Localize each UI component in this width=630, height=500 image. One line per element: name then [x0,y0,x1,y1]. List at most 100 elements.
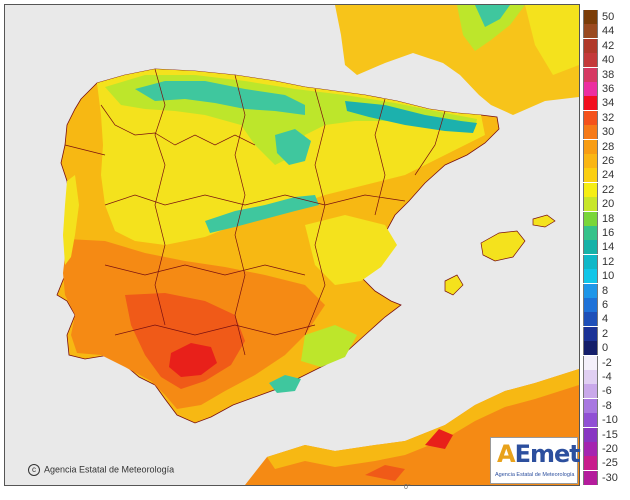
legend-swatch [583,427,598,442]
legend-swatch [583,341,598,356]
legend-swatch [583,384,598,399]
legend-item: -15 [582,427,630,442]
legend-swatch [583,470,598,485]
legend-swatch [583,442,598,456]
legend-item: 32 [582,110,630,125]
legend-item: 50 [582,10,630,24]
legend-label: -10 [602,414,618,427]
legend-swatch [583,67,598,82]
legend-swatch [583,312,598,327]
region-borders [64,68,446,356]
legend-item: -2 [582,355,630,370]
legend-label: 16 [602,227,615,239]
temperature-map [4,4,580,486]
legend-item: -4 [582,370,630,384]
legend-item: 38 [582,67,630,82]
iberia-temperature-map [5,5,579,485]
legend-swatch [583,96,598,111]
legend-label: 12 [602,255,615,268]
legend-swatch [583,197,598,212]
africa-atlas-hot-2 [365,465,405,481]
africa-atlas-hot [425,429,453,449]
legend-label: 18 [602,212,615,225]
temperature-legend: 50 44 42 40 38 36 34 32 30 28 26 24 22 20 18 16 14 12 10 8 6… [582,10,630,485]
legend-item: -8 [582,398,630,413]
legend-swatch [583,53,598,68]
legend-swatch [583,24,598,39]
legend-item: 34 [582,96,630,111]
legend-item: 6 [582,298,630,312]
logo-subtitle: Agencia Estatal de Meteorología [495,472,575,478]
legend-item: 40 [582,53,630,68]
legend-swatch [583,413,598,428]
legend-item: 20 [582,197,630,212]
legend-label: 32 [602,111,615,124]
legend-label: 24 [602,169,615,182]
legend-label: 30 [602,126,615,139]
levante-mild [305,215,397,285]
legend-label: 36 [602,83,615,95]
legend-label: -8 [602,399,612,412]
legend-label: 28 [602,140,615,153]
guadalquivir-very-hot [125,293,245,389]
legend-label: 20 [602,198,615,211]
legend-swatch [583,456,598,471]
longitude-tick: 0° [404,484,411,491]
legend-item: -30 [582,470,630,485]
legend-label: 26 [602,155,615,167]
legend-item: 16 [582,226,630,240]
legend-swatch [583,139,598,154]
legend-item: 24 [582,168,630,183]
menorca [532,214,556,228]
legend-label: 6 [602,299,609,311]
legend-item: 30 [582,125,630,140]
legend-label: 2 [602,327,609,340]
credit-line: c Agencia Estatal de Meteorología [28,464,174,476]
cantabrian-cold [135,81,305,115]
france-alps-colder [475,5,510,27]
france-alps-cold [457,5,525,51]
legend-swatch [583,226,598,240]
legend-label: -25 [602,457,618,470]
africa-coast-mild [267,369,579,469]
portugal-coast-mild [63,175,79,265]
legend-item: 36 [582,82,630,96]
legend-label: 38 [602,68,615,81]
legend-swatch [583,370,598,384]
legend-swatch [583,355,598,370]
legend-item: 2 [582,326,630,341]
legend-swatch [583,269,598,284]
legend-swatch [583,211,598,226]
legend-item: 12 [582,254,630,269]
legend-item: 14 [582,240,630,255]
legend-item: 18 [582,211,630,226]
legend-label: -15 [602,428,618,441]
aemet-logo: AEmet Agencia Estatal de Meteorología [490,437,581,484]
legend-label: 14 [602,241,615,254]
central-range-cold [205,195,319,233]
legend-swatch [583,254,598,269]
guadalquivir-extreme [169,343,217,377]
france-east-mild [525,5,579,75]
legend-label: -20 [602,443,618,455]
legend-item: -6 [582,384,630,399]
legend-label: 44 [602,25,615,38]
legend-swatch [583,38,598,53]
legend-swatch [583,110,598,125]
legend-item: -25 [582,456,630,471]
legend-item: 26 [582,154,630,168]
legend-label: 10 [602,270,615,283]
legend-item: 44 [582,24,630,39]
logo-letters: Emet [514,440,581,468]
legend-label: 40 [602,54,615,67]
logo-letter-a: A [497,440,516,468]
legend-item: -20 [582,442,630,456]
legend-label: -2 [602,356,612,369]
legend-label: 34 [602,97,615,110]
legend-item: 8 [582,283,630,298]
logo-wordmark: AEmet [497,440,581,468]
legend-label: 42 [602,39,615,52]
southeast-cool [301,325,357,367]
legend-label: 4 [602,313,609,326]
legend-swatch [583,283,598,298]
